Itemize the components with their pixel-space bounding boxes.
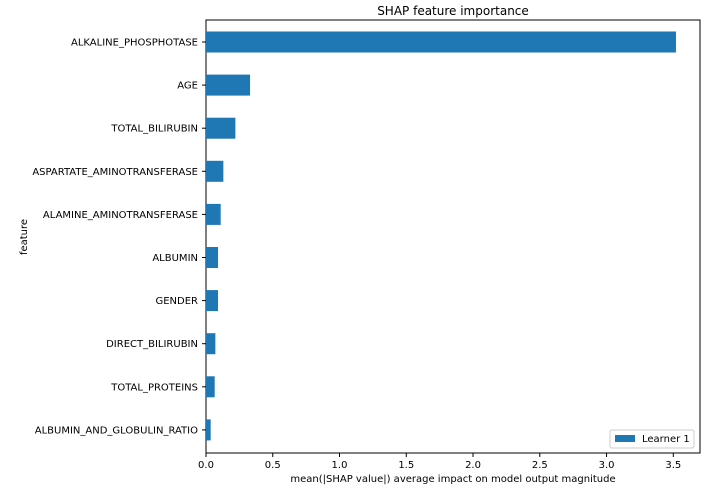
x-tick-label: 0.0 xyxy=(198,460,214,471)
x-tick-label: 1.5 xyxy=(398,460,414,471)
y-tick-label: ALBUMIN_AND_GLOBULIN_RATIO xyxy=(35,425,198,436)
y-tick-label: TOTAL_BILIRUBIN xyxy=(110,124,198,135)
x-tick-label: 3.0 xyxy=(599,460,615,471)
y-tick-label: AGE xyxy=(177,81,198,92)
y-axis-ticks: ALKALINE_PHOSPHOTASE AGE TOTAL_BILIRUBIN AS… xyxy=(32,38,206,436)
bar-aspartate-aminotransferase xyxy=(206,160,224,182)
bar-albumin xyxy=(206,247,219,268)
y-tick-label: DIRECT_BILIRUBIN xyxy=(106,339,198,350)
y-tick-label: ALBUMIN xyxy=(152,253,198,264)
y-tick-label: GENDER xyxy=(155,296,198,307)
chart-title: SHAP feature importance xyxy=(377,4,529,18)
plot-frame xyxy=(205,19,701,454)
bar-albumin-and-globulin-ratio xyxy=(206,419,211,441)
bars-group xyxy=(206,31,676,441)
legend-label: Learner 1 xyxy=(642,434,690,445)
bar-total-proteins xyxy=(206,376,215,398)
x-tick-label: 2.0 xyxy=(465,460,481,471)
x-tick-label: 0.5 xyxy=(265,460,281,471)
x-tick-label: 2.5 xyxy=(532,460,548,471)
x-tick-label: 1.0 xyxy=(332,460,348,471)
bar-alamine-aminotransferase xyxy=(206,203,221,225)
y-tick-label: ALAMINE_AMINOTRANSFERASE xyxy=(43,210,198,221)
y-axis-label: feature xyxy=(19,219,30,255)
y-tick-label: TOTAL_PROTEINS xyxy=(110,382,198,393)
bar-total-bilirubin xyxy=(206,117,236,139)
x-axis-ticks: 0.0 0.5 1.0 1.5 2.0 2.5 3.0 3.5 xyxy=(198,453,681,471)
x-axis-label: mean(|SHAP value|) average impact on mod… xyxy=(290,474,615,485)
bar-direct-bilirubin xyxy=(206,333,216,355)
bar-gender xyxy=(206,290,219,312)
x-tick-label: 3.5 xyxy=(665,460,681,471)
y-tick-label: ALKALINE_PHOSPHOTASE xyxy=(71,38,198,49)
legend: Learner 1 xyxy=(609,429,695,449)
bar-age xyxy=(206,74,251,96)
y-tick-label: ASPARTATE_AMINOTRANSFERASE xyxy=(32,167,198,178)
legend-box xyxy=(609,429,695,449)
legend-swatch xyxy=(615,435,635,442)
bar-alkaline-phosphotase xyxy=(206,31,676,53)
